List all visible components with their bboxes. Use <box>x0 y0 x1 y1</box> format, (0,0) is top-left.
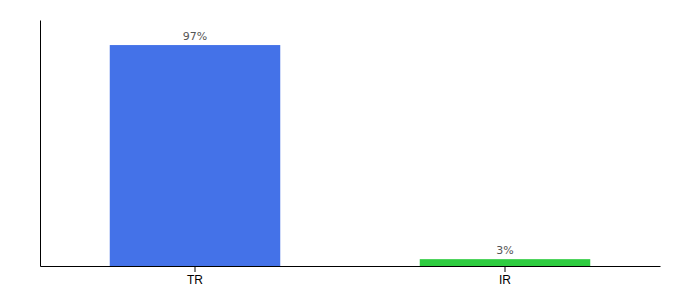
x-tick-label: TR <box>187 273 203 287</box>
x-axis: TR IR <box>41 266 661 287</box>
plot: 97% 3% TR IR <box>41 21 661 287</box>
data-labels: 97% 3% <box>183 30 514 257</box>
data-label: 97% <box>183 30 207 43</box>
y-axis-line <box>40 21 41 267</box>
x-tick: TR <box>187 266 203 287</box>
bars <box>110 45 591 266</box>
x-tick: IR <box>499 266 511 287</box>
x-tick-mark <box>505 266 506 272</box>
chart: 97% 3% TR IR <box>0 0 680 300</box>
data-label: 3% <box>496 244 513 257</box>
x-tick-mark <box>195 266 196 272</box>
x-axis-line <box>41 266 661 267</box>
bar <box>110 45 281 266</box>
bar <box>420 259 591 266</box>
y-axis <box>40 21 41 267</box>
x-tick-label: IR <box>499 273 511 287</box>
